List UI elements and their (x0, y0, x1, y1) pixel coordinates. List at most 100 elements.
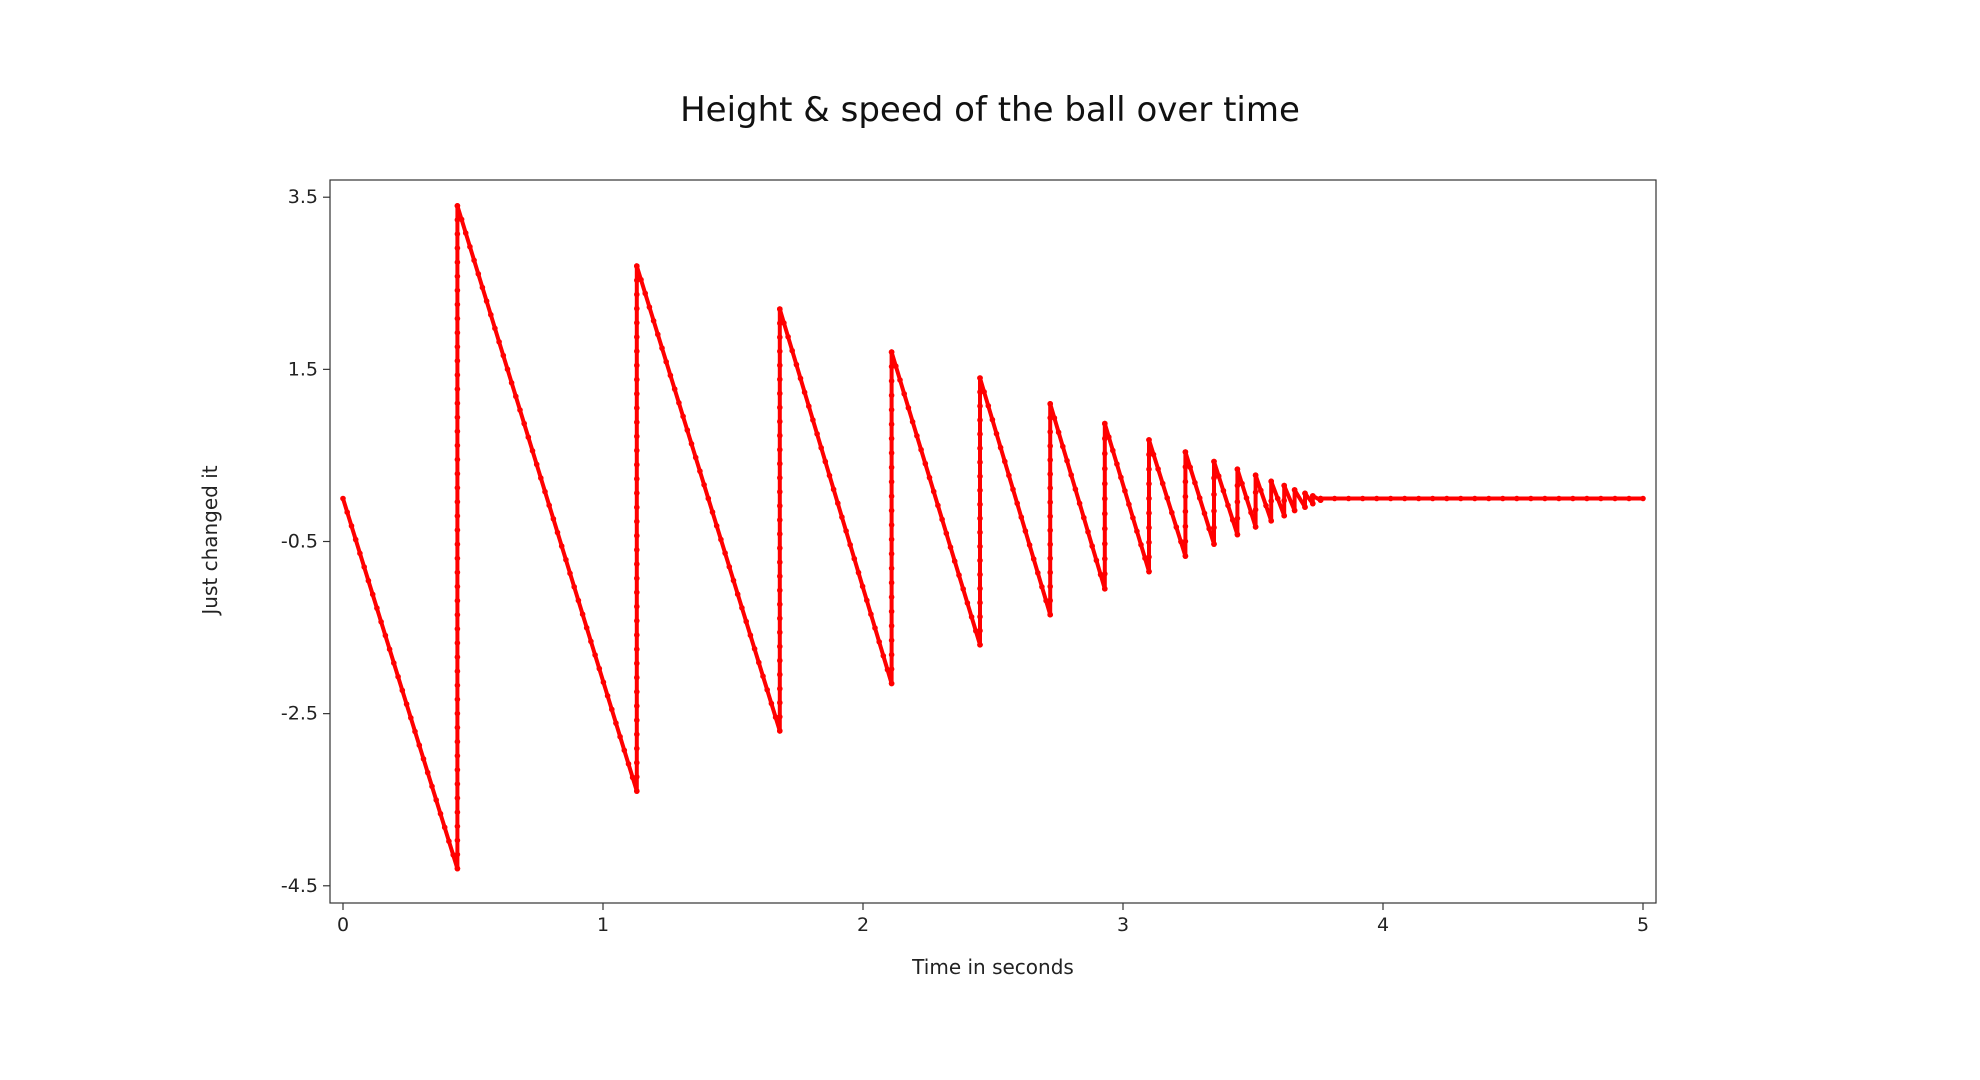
data-point (634, 461, 640, 468)
data-point (684, 427, 691, 433)
y-axis: 3.5 1.5 -0.5 -2.5 -4.5 (281, 186, 330, 897)
data-point (634, 788, 640, 794)
data-point (1047, 457, 1053, 463)
data-point (634, 447, 640, 454)
data-point (1514, 495, 1520, 502)
data-point (1089, 543, 1095, 549)
data-point (1215, 473, 1222, 479)
data-point (1192, 479, 1198, 486)
data-point (634, 632, 640, 638)
data-point (634, 759, 640, 766)
data-point (1556, 495, 1562, 502)
data-point (1373, 495, 1380, 502)
data-point (814, 431, 820, 437)
data-point (634, 391, 640, 397)
data-point (1081, 514, 1087, 521)
data-point (888, 551, 895, 557)
data-point (777, 699, 783, 706)
data-point (909, 419, 916, 425)
data-point (977, 487, 983, 494)
data-point (1047, 415, 1053, 421)
data-point (888, 407, 895, 413)
data-point (718, 536, 724, 543)
data-point (1401, 495, 1408, 502)
data-point (756, 659, 762, 666)
data-point (977, 445, 983, 452)
data-point (634, 575, 640, 582)
data-point (454, 724, 461, 731)
data-point (1612, 495, 1618, 502)
data-point (1068, 472, 1074, 478)
data-point (588, 638, 594, 645)
data-point (500, 352, 507, 359)
data-point (646, 304, 653, 310)
data-point (1169, 509, 1175, 516)
data-point (888, 651, 895, 658)
data-point (391, 660, 397, 666)
data-point (1047, 583, 1053, 590)
data-point (777, 643, 783, 650)
data-point (777, 545, 783, 551)
data-point (897, 377, 903, 383)
data-point (655, 331, 661, 338)
data-point (1047, 569, 1053, 576)
data-point (743, 618, 749, 625)
data-point (781, 320, 787, 326)
data-point (1146, 466, 1152, 473)
data-point (1234, 515, 1241, 522)
data-point (1114, 461, 1120, 467)
data-point (1102, 465, 1108, 472)
data-point (1043, 597, 1049, 604)
data-point (483, 298, 490, 304)
data-point (567, 570, 573, 577)
data-point (399, 687, 406, 694)
data-point (777, 489, 783, 495)
data-point (1085, 529, 1091, 535)
data-point (642, 290, 648, 297)
data-point (977, 543, 983, 550)
data-point (378, 619, 384, 625)
data-point (777, 685, 783, 692)
data-point (777, 334, 783, 341)
data-point (454, 499, 461, 505)
data-point (1211, 541, 1217, 547)
data-point (977, 431, 983, 437)
data-point (429, 783, 435, 790)
data-point (1458, 495, 1464, 502)
data-point (454, 626, 461, 632)
data-point (989, 416, 996, 423)
data-point (1110, 447, 1116, 454)
data-point (437, 810, 444, 817)
data-point (777, 601, 783, 608)
data-point (634, 490, 640, 496)
data-point (888, 349, 895, 355)
data-point (888, 392, 895, 399)
data-point (1268, 518, 1274, 524)
data-point (997, 444, 1004, 451)
data-point (1146, 451, 1152, 458)
data-point (1206, 525, 1212, 532)
data-point (801, 389, 808, 396)
data-point (454, 640, 461, 646)
data-point (888, 464, 895, 471)
data-point (1182, 493, 1189, 500)
data-point (977, 613, 983, 620)
data-point (659, 345, 665, 351)
data-point (888, 680, 895, 687)
x-tick-label: 0 (337, 914, 349, 936)
data-point (667, 372, 674, 379)
data-point (764, 687, 770, 693)
series-markers (340, 203, 1646, 872)
data-point (634, 433, 640, 440)
data-point (1093, 557, 1100, 564)
data-point (1331, 495, 1338, 502)
data-point (634, 518, 640, 525)
data-point (454, 400, 461, 407)
data-point (1239, 480, 1245, 487)
data-point (634, 320, 640, 326)
data-point (872, 625, 878, 631)
series-line (341, 203, 1645, 871)
data-point (701, 482, 707, 488)
data-point (713, 523, 720, 529)
data-point (1429, 495, 1436, 502)
